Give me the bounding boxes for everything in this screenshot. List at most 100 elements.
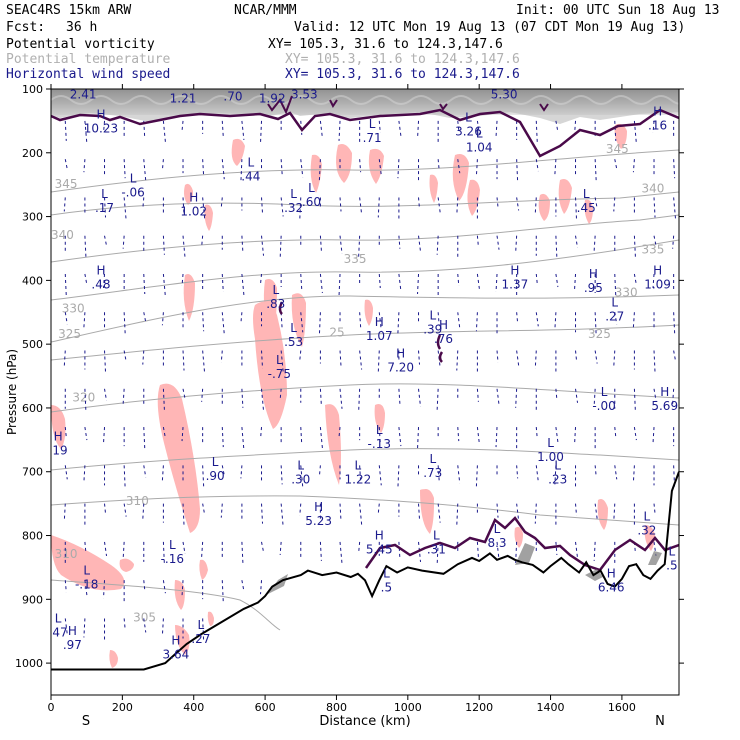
extremum-type: H <box>396 347 405 361</box>
wind-vector <box>339 541 343 564</box>
wind-vector <box>202 465 205 487</box>
wind-vector <box>280 312 283 330</box>
wind-vector <box>358 388 361 412</box>
wind-vector <box>299 350 302 361</box>
extremum-value: 1.92 <box>259 91 286 105</box>
wind-vector <box>555 235 558 259</box>
wind-vector <box>575 388 579 403</box>
valid-time: Valid: 12 UTC Mon 19 Aug 13 (07 CDT Mon … <box>294 20 686 35</box>
wind-vector <box>359 159 362 173</box>
wind-vector <box>358 541 361 553</box>
wind-vector <box>104 541 108 556</box>
y-tick-label: 500 <box>22 338 43 351</box>
extremum-value: 2.41 <box>70 88 97 102</box>
wind-vector <box>241 541 244 563</box>
wind-vector <box>633 388 636 412</box>
wind-vector <box>83 312 86 328</box>
wind-vector <box>594 503 598 519</box>
x-tick-label: 0 <box>48 701 55 714</box>
theta-label: 310 <box>55 547 78 561</box>
theta-label: 330 <box>62 301 85 315</box>
wind-vector <box>83 618 86 638</box>
wind-vector <box>632 159 635 173</box>
theta-label: 325 <box>58 327 81 341</box>
extremum-type: H <box>314 500 323 514</box>
wind-vector <box>437 465 440 481</box>
wind-vector <box>437 159 440 171</box>
wind-vector <box>359 465 362 483</box>
wind-vector <box>476 388 479 402</box>
wind-vector <box>261 388 265 411</box>
wind-vector <box>64 312 68 325</box>
extremum-type: H <box>510 264 519 278</box>
wind-vector <box>378 465 382 486</box>
wind-vector <box>554 159 557 175</box>
wind-vector <box>318 312 321 336</box>
extremum-value: .47 <box>49 625 68 639</box>
tropopause-line <box>51 108 679 158</box>
wind-vector <box>299 503 302 516</box>
extremum-value: 5.23 <box>305 514 332 528</box>
wind-vector <box>534 503 537 524</box>
theta-label: 330 <box>615 285 638 299</box>
extremum-type: H <box>189 190 198 204</box>
wind-vector <box>653 235 657 246</box>
wind-vector <box>613 350 616 367</box>
wind-vector <box>162 120 166 142</box>
wind-vector <box>63 350 66 367</box>
wind-vector <box>476 541 479 557</box>
wind-vector <box>359 197 363 215</box>
extremum-value: 6.46 <box>598 581 625 595</box>
wind-vector <box>456 197 459 216</box>
wind-vector <box>535 427 538 440</box>
wind-vectors <box>63 120 677 642</box>
field-xy-pv: XY= 105.3, 31.6 to 124.3,147.6 <box>268 37 503 52</box>
wind-vector <box>122 541 125 559</box>
wind-vector <box>614 465 618 480</box>
theta-label: 345 <box>55 177 78 191</box>
extremum-value: 10.23 <box>84 121 118 135</box>
wind-vector <box>516 312 519 324</box>
extremum-value: 1.07 <box>366 329 393 343</box>
terrain-pv-contour <box>364 516 679 572</box>
wind-vector <box>653 388 657 401</box>
field-xy-wind: XY= 105.3, 31.6 to 124.3,147.6 <box>285 67 520 82</box>
wind-vector <box>300 465 304 488</box>
theta-label: 335 <box>642 243 665 257</box>
wind-vector <box>260 273 263 285</box>
wind-vector <box>338 427 341 438</box>
extremum-value: 5.30 <box>491 88 518 102</box>
wind-vector <box>594 159 597 181</box>
wind-vector <box>516 159 519 183</box>
extremum-type: L <box>669 544 676 558</box>
wind-vector <box>633 120 637 144</box>
wind-vector <box>280 159 283 175</box>
theta-contours <box>51 149 679 631</box>
wind-vector <box>397 465 400 489</box>
north-label: N <box>655 714 665 729</box>
wind-vector <box>319 235 322 251</box>
south-label: S <box>82 714 90 729</box>
extremum-value: .71 <box>363 131 382 145</box>
wind-vector <box>475 312 478 332</box>
wind-vector <box>575 197 578 220</box>
extremum-type: H <box>375 315 384 329</box>
extremum-type: H <box>660 385 669 399</box>
wind-vector <box>162 580 166 594</box>
extremum-type: L <box>355 458 362 472</box>
x-tick-label: 400 <box>183 701 204 714</box>
wind-vector <box>398 273 402 292</box>
wind-vector <box>555 388 558 400</box>
wind-vector <box>182 541 186 554</box>
extremum-value: .97 <box>63 638 82 652</box>
wind-vector <box>280 503 284 527</box>
wind-vector <box>359 312 362 328</box>
extremum-value: 1.37 <box>502 278 529 292</box>
wind-vector <box>437 312 440 326</box>
extremum-type: H <box>375 528 384 542</box>
wind-vector <box>162 541 165 565</box>
wind-vector <box>162 235 165 255</box>
pv-shaded-regions <box>51 123 655 668</box>
wind-vector <box>633 427 637 441</box>
